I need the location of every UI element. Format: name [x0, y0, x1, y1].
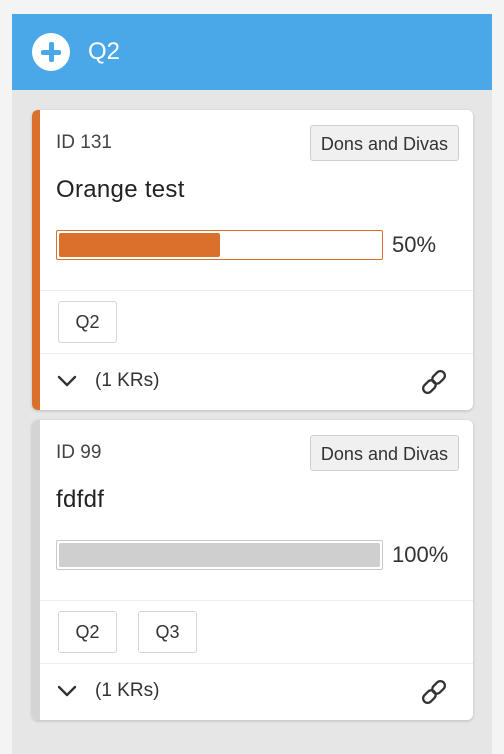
- divider: [40, 663, 473, 664]
- column-title: Q2: [88, 38, 121, 65]
- team-badge[interactable]: Dons and Divas: [309, 435, 459, 471]
- add-objective-icon[interactable]: [32, 33, 70, 71]
- divider: [40, 290, 473, 291]
- progress-bar: [56, 540, 383, 570]
- card-accent-bar: [32, 420, 40, 720]
- okr-column: Q2 ID 131 Dons and Divas Orange test 50%…: [12, 14, 492, 754]
- key-results-count[interactable]: (1 KRs): [95, 370, 160, 391]
- tag-q3[interactable]: Q3: [138, 611, 197, 653]
- objective-id: ID 99: [56, 442, 102, 463]
- progress-percent: 100%: [392, 542, 449, 567]
- column-header: Q2: [12, 14, 492, 90]
- card-accent-bar: [32, 110, 40, 410]
- tag-list: Q2: [58, 301, 117, 343]
- link-icon[interactable]: [419, 677, 449, 707]
- tag-q2[interactable]: Q2: [58, 611, 117, 653]
- progress-fill: [59, 543, 380, 567]
- objective-card[interactable]: ID 131 Dons and Divas Orange test 50% Q2…: [32, 110, 473, 410]
- progress-percent: 50%: [392, 232, 437, 257]
- objective-title[interactable]: fdfdf: [56, 486, 105, 513]
- objective-id: ID 131: [56, 132, 112, 153]
- progress-bar: [56, 230, 383, 260]
- chevron-down-icon[interactable]: [56, 370, 78, 392]
- team-badge[interactable]: Dons and Divas: [309, 125, 459, 161]
- chevron-down-icon[interactable]: [56, 680, 78, 702]
- objective-card[interactable]: ID 99 Dons and Divas fdfdf 100% Q2 Q3 (1…: [32, 420, 473, 720]
- tag-q2[interactable]: Q2: [58, 301, 117, 343]
- progress-fill: [59, 233, 220, 257]
- key-results-count[interactable]: (1 KRs): [95, 680, 160, 701]
- link-icon[interactable]: [419, 367, 449, 397]
- divider: [40, 600, 473, 601]
- tag-list: Q2 Q3: [58, 611, 197, 653]
- divider: [40, 353, 473, 354]
- card-footer: (1 KRs): [32, 664, 473, 720]
- objective-title[interactable]: Orange test: [56, 176, 185, 203]
- card-footer: (1 KRs): [32, 354, 473, 410]
